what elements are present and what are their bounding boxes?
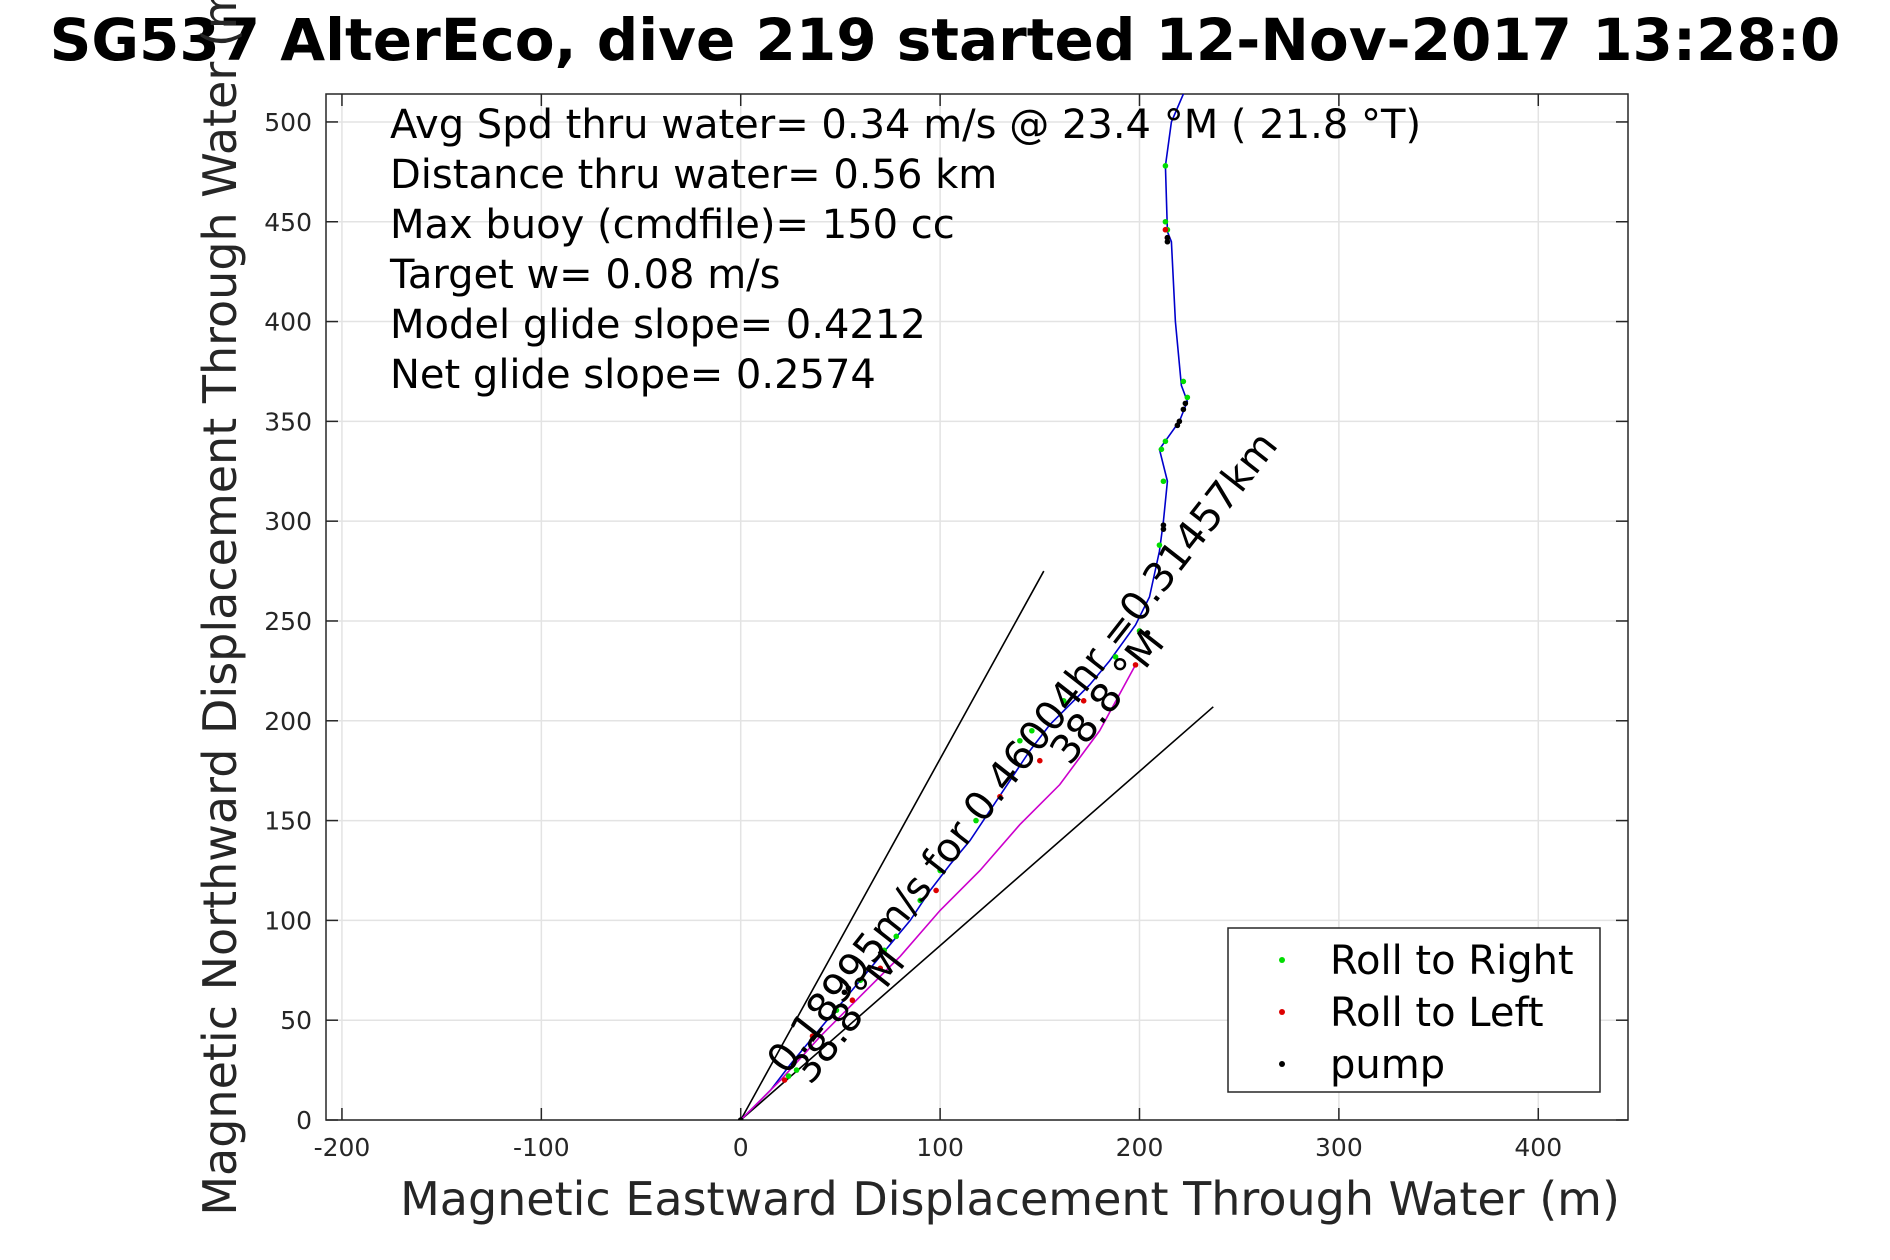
data-point [1017,737,1023,744]
data-point [1080,698,1087,704]
data-point [917,897,923,904]
data-point [1182,400,1189,407]
y-axis-label: Magnetic Northward Displacement Through … [193,0,247,1216]
x-axis-label: Magnetic Eastward Displacement Through W… [400,1172,1620,1226]
data-point [737,1117,744,1120]
x-tick-label: 0 [733,1133,749,1162]
data-point [1162,226,1169,233]
y-tick-label: 450 [264,208,312,237]
data-point [1156,542,1163,548]
data-point [1180,406,1187,413]
data-point [1164,234,1171,241]
legend-marker [1279,957,1285,963]
data-point [1029,727,1035,734]
data-point [973,817,979,824]
data-point [793,1067,800,1073]
annotation-label: 0.18995m/s for 0.46004hr =0.31457km [758,423,1287,1082]
legend: Roll to Right Roll to Left pump [1227,927,1601,1093]
reference-lines [740,570,1214,1120]
reference-line [740,706,1214,1120]
data-point [893,933,900,940]
series-line [740,664,1137,1120]
data-point [845,985,852,992]
x-tick-label: -200 [314,1133,371,1162]
data-point [1164,238,1171,245]
data-point [881,947,888,954]
y-tick-label: 400 [264,308,312,337]
data-point [1160,478,1167,485]
x-tick-label: 200 [1116,1133,1164,1162]
note-line: Net glide slope= 0.2574 [390,352,876,398]
data-point [1162,163,1169,169]
note-line: Max buoy (cmdfile)= 150 cc [390,202,955,248]
data-point [785,1073,792,1079]
data-point [833,1007,840,1014]
data-point [877,965,884,972]
data-point [1162,438,1169,445]
data-point [1184,394,1191,401]
annotations: 0.18995m/s for 0.46004hr =0.31457km38.8 … [758,423,1287,1092]
axes-frame [325,93,1629,1121]
data-point [1132,662,1139,668]
legend-label: Roll to Left [1330,990,1544,1036]
reference-line [740,570,1045,1120]
data-point [937,867,943,874]
data-point [1136,628,1143,634]
legend-label: Roll to Right [1330,938,1574,984]
data-point [1112,654,1119,660]
notes-block: Avg Spd thru water= 0.34 m/s @ 23.4 °M (… [389,102,1421,398]
data-point [1176,418,1183,425]
data-point [1180,378,1187,385]
data-point [781,1077,788,1083]
note-line: Avg Spd thru water= 0.34 m/s @ 23.4 °M (… [390,102,1421,148]
data-point [997,793,1003,800]
y-tick-label: 300 [264,507,312,536]
ticks: -200 -100 0 100 200 300 400 0 50 100 150 200 250 300 3… [264,94,1628,1162]
x-tick-label: 100 [916,1133,964,1162]
y-tick-label: 0 [296,1106,312,1135]
x-tick-label: 400 [1514,1133,1562,1162]
data-point [841,989,848,996]
data-point [1037,757,1043,764]
data-point [1060,698,1067,704]
data-point [1144,630,1151,636]
grid-lines [326,94,1628,1121]
y-tick-label: 350 [264,407,312,436]
note-line: Target w= 0.08 m/s [389,252,780,298]
y-tick-label: 250 [264,607,312,636]
y-tick-label: 500 [264,108,312,137]
y-tick-label: 100 [264,906,312,935]
legend-label: pump [1330,1042,1445,1088]
data-point [857,977,864,984]
note-line: Model glide slope= 0.4212 [390,302,926,348]
legend-marker [1279,1009,1285,1015]
x-tick-label: -100 [513,1133,570,1162]
data-point [1160,522,1167,528]
y-tick-label: 200 [264,707,312,736]
series-group [737,94,1191,1120]
y-tick-label: 150 [264,807,312,836]
data-point [1162,218,1169,225]
note-line: Distance thru water= 0.56 km [390,152,997,198]
legend-box [1227,927,1601,1093]
data-point [1160,526,1167,532]
x-tick-label: 300 [1315,1133,1363,1162]
data-point [849,997,856,1004]
legend-marker [1279,1061,1285,1067]
data-point [809,1033,816,1039]
data-point [933,887,939,894]
data-point [1158,446,1165,453]
chart-title: SG537 AlterEco, dive 219 started 12-Nov-… [50,6,1841,74]
y-tick-label: 50 [280,1006,312,1035]
